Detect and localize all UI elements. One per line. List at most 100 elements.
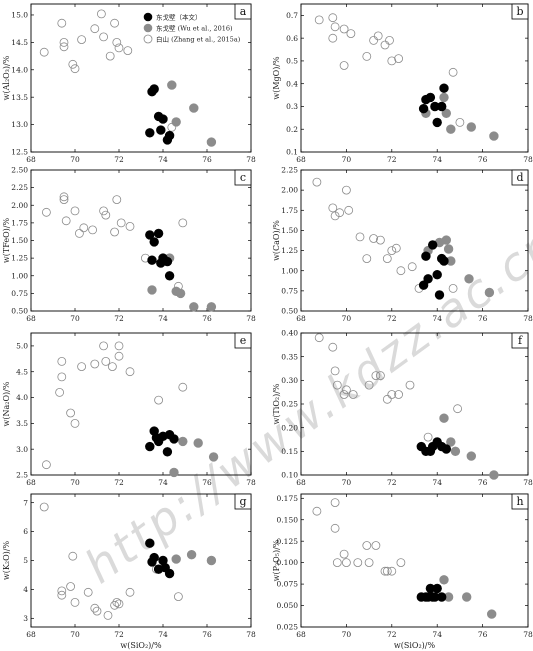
x-tick-label: 74 xyxy=(158,478,168,487)
x-tick-label: 70 xyxy=(70,314,80,323)
y-tick-label: 0.20 xyxy=(281,423,298,432)
x-tick-label: 68 xyxy=(296,630,306,639)
data-point xyxy=(328,203,338,213)
data-point xyxy=(432,270,442,280)
plot-frame xyxy=(300,3,529,153)
data-point xyxy=(164,130,175,141)
data-point xyxy=(364,380,374,390)
plot-frame xyxy=(300,493,529,628)
data-point xyxy=(61,216,71,226)
data-point xyxy=(387,390,397,399)
data-point xyxy=(439,575,449,585)
data-point xyxy=(66,408,75,418)
y-tick-label: 14.5 xyxy=(11,38,28,47)
data-point xyxy=(439,256,449,266)
data-point xyxy=(466,122,476,132)
x-tick-label: 68 xyxy=(296,478,306,487)
data-point xyxy=(114,599,124,609)
data-point xyxy=(125,221,135,231)
data-point xyxy=(407,262,417,272)
data-point xyxy=(90,359,100,369)
x-tick-label: 74 xyxy=(158,314,168,323)
data-point xyxy=(169,467,179,478)
data-point xyxy=(105,51,115,61)
x-tick-label: 70 xyxy=(342,155,352,164)
data-point xyxy=(70,418,80,428)
data-point xyxy=(99,32,108,42)
data-point xyxy=(330,22,340,32)
panel-label: d xyxy=(516,171,523,184)
data-point xyxy=(382,394,392,404)
x-tick-label: 72 xyxy=(387,155,397,164)
y-tick-label: 1.25 xyxy=(11,254,28,263)
data-point xyxy=(439,413,449,423)
data-point xyxy=(455,118,465,127)
data-point xyxy=(346,29,356,38)
data-point xyxy=(339,24,349,34)
panel-label: a xyxy=(240,5,247,18)
data-point xyxy=(418,103,429,114)
data-point xyxy=(193,438,203,448)
y-tick-label: 0.10 xyxy=(281,471,298,480)
data-point xyxy=(171,117,181,127)
data-point xyxy=(362,254,372,264)
data-point xyxy=(421,251,431,261)
y-axis-label: w(TFeO)/% xyxy=(2,218,11,264)
data-point xyxy=(112,38,122,47)
data-point xyxy=(328,33,338,43)
panel-label-box xyxy=(511,169,529,186)
y-tick-label: 2.25 xyxy=(11,183,28,192)
y-tick-label: 4.0 xyxy=(16,393,28,402)
panel-label-box xyxy=(234,169,252,186)
data-point xyxy=(341,385,351,395)
panel-label: h xyxy=(516,495,523,508)
y-tick-label: 3.0 xyxy=(16,445,28,454)
legend-label: 东戈壁（本文） xyxy=(156,12,202,21)
legend-marker xyxy=(143,34,153,44)
legend-marker xyxy=(143,12,153,22)
data-point xyxy=(83,587,93,597)
data-point xyxy=(441,108,451,119)
data-point xyxy=(432,583,442,594)
y-tick-label: 1.00 xyxy=(11,271,28,280)
data-point xyxy=(206,137,217,147)
data-point xyxy=(59,42,69,52)
y-axis-label: w(P₂O₅)/% xyxy=(272,539,281,581)
y-tick-label: 0.15 xyxy=(281,447,298,456)
data-point xyxy=(380,566,390,576)
data-point xyxy=(114,351,124,361)
x-tick-label: 78 xyxy=(523,155,533,164)
data-point xyxy=(348,390,358,399)
y-tick-label: 0.050 xyxy=(277,601,299,610)
x-tick-label: 76 xyxy=(478,155,488,164)
data-point xyxy=(335,208,345,218)
data-point xyxy=(382,254,392,264)
data-point xyxy=(446,124,456,134)
data-point xyxy=(77,35,86,44)
data-point xyxy=(149,84,159,94)
plot-frame xyxy=(300,169,529,312)
data-point xyxy=(441,444,451,454)
y-tick-label: 0.7 xyxy=(286,11,298,20)
y-tick-label: 14.0 xyxy=(11,65,28,74)
panel-label: b xyxy=(516,5,523,18)
y-tick-label: 0.5 xyxy=(286,57,298,66)
x-tick-label: 70 xyxy=(342,478,352,487)
data-point xyxy=(42,460,51,470)
data-point xyxy=(57,356,67,366)
data-point xyxy=(59,38,69,47)
y-tick-label: 12.5 xyxy=(11,148,28,157)
legend-label: 东戈壁 (Wu et al., 2016) xyxy=(156,23,233,32)
data-point xyxy=(371,541,381,550)
y-tick-label: 7 xyxy=(23,498,28,507)
data-point xyxy=(446,437,456,447)
data-point xyxy=(344,205,354,215)
data-point xyxy=(339,549,349,559)
data-point xyxy=(57,18,67,28)
y-tick-label: 0.1 xyxy=(286,148,298,157)
y-tick-label: 1.25 xyxy=(281,246,298,255)
data-point xyxy=(70,64,80,74)
data-point xyxy=(156,125,166,135)
y-tick-label: 0.30 xyxy=(281,376,298,385)
data-point xyxy=(114,341,124,351)
